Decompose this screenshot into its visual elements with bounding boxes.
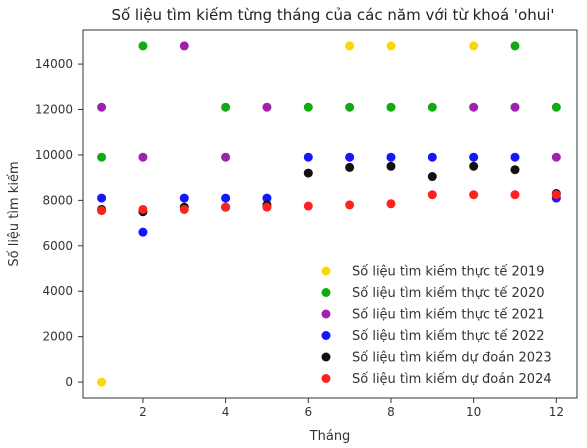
data-point: [345, 41, 355, 51]
y-axis: 0 2000 4000 6000 8000 10000 12000 14000: [35, 57, 83, 389]
data-point: [138, 204, 148, 214]
plot-frame: [82, 29, 578, 399]
data-point: [97, 206, 107, 216]
x-axis-label: Tháng: [309, 429, 351, 444]
data-point: [179, 193, 189, 203]
data-point: [551, 102, 561, 112]
data-point: [427, 102, 437, 112]
legend-label: Số liệu tìm kiếm dự đoán 2023: [352, 351, 552, 366]
x-tick-label: 2: [139, 405, 147, 419]
data-points: [97, 41, 561, 387]
data-point: [386, 102, 396, 112]
data-point: [469, 102, 479, 112]
data-point: [427, 152, 437, 162]
data-point: [179, 41, 189, 51]
chart-title: Số liệu tìm kiếm từng tháng của các năm …: [111, 6, 554, 24]
y-tick-label: 2000: [42, 330, 73, 344]
legend-marker: [321, 352, 331, 362]
data-point: [386, 161, 396, 171]
data-point: [345, 152, 355, 162]
data-point: [138, 227, 148, 237]
legend-marker: [321, 288, 331, 297]
data-point: [303, 102, 313, 112]
data-point: [97, 193, 107, 203]
data-point: [510, 152, 520, 162]
data-point: [427, 190, 437, 200]
series-2: [97, 41, 561, 162]
data-point: [345, 200, 355, 210]
data-point: [510, 165, 520, 175]
x-axis: 2 4 6 8 10 12: [139, 398, 564, 419]
y-tick-label: 10000: [35, 148, 73, 162]
data-point: [262, 193, 272, 203]
legend-label: Số liệu tìm kiếm thực tế 2021: [352, 308, 545, 323]
legend-marker: [321, 266, 331, 276]
x-tick-label: 8: [387, 405, 395, 419]
data-point: [303, 168, 313, 178]
data-point: [221, 193, 231, 203]
series-5: [97, 161, 561, 217]
data-point: [386, 41, 396, 51]
data-point: [179, 204, 189, 214]
legend-marker: [321, 331, 331, 340]
y-tick-label: 8000: [42, 193, 73, 207]
legend: Số liệu tìm kiếm thực tế 2019 Số liệu tìm…: [321, 265, 552, 387]
data-point: [510, 102, 520, 112]
data-point: [138, 41, 148, 51]
data-point: [221, 152, 231, 162]
series-6: [97, 190, 561, 216]
data-point: [469, 161, 479, 171]
legend-label: Số liệu tìm kiếm dự đoán 2024: [352, 372, 552, 387]
data-point: [97, 377, 107, 387]
x-tick-label: 12: [549, 405, 564, 419]
data-point: [262, 202, 272, 212]
data-point: [303, 201, 313, 211]
data-point: [510, 41, 520, 51]
data-point: [469, 41, 479, 51]
series-4: [97, 152, 561, 237]
y-tick-label: 6000: [42, 239, 73, 253]
legend-label: Số liệu tìm kiếm thực tế 2019: [352, 265, 545, 280]
data-point: [345, 102, 355, 112]
data-point: [469, 190, 479, 200]
data-point: [97, 152, 107, 162]
y-tick-label: 14000: [35, 57, 73, 71]
y-tick-label: 0: [65, 375, 73, 389]
legend-marker: [321, 309, 331, 319]
legend-label: Số liệu tìm kiếm thực tế 2022: [352, 329, 545, 344]
data-point: [138, 152, 148, 162]
data-point: [427, 172, 437, 182]
data-point: [221, 102, 231, 112]
legend-label: Số liệu tìm kiếm thực tế 2020: [352, 286, 545, 301]
x-tick-label: 6: [304, 405, 312, 419]
data-point: [97, 102, 107, 112]
data-point: [469, 152, 479, 162]
data-point: [386, 152, 396, 162]
data-point: [551, 190, 561, 200]
y-tick-label: 4000: [42, 284, 73, 298]
y-tick-label: 12000: [35, 103, 73, 117]
y-axis-label: Số liệu tìm kiếm: [7, 161, 22, 266]
data-point: [303, 152, 313, 162]
data-point: [345, 162, 355, 172]
data-point: [221, 202, 231, 212]
data-point: [262, 102, 272, 112]
series-3: [97, 41, 561, 162]
data-point: [551, 152, 561, 162]
legend-marker: [321, 374, 331, 383]
data-point: [386, 199, 396, 209]
x-tick-label: 10: [466, 405, 481, 419]
x-tick-label: 4: [222, 405, 230, 419]
data-point: [510, 190, 520, 200]
series-1: [97, 41, 479, 387]
